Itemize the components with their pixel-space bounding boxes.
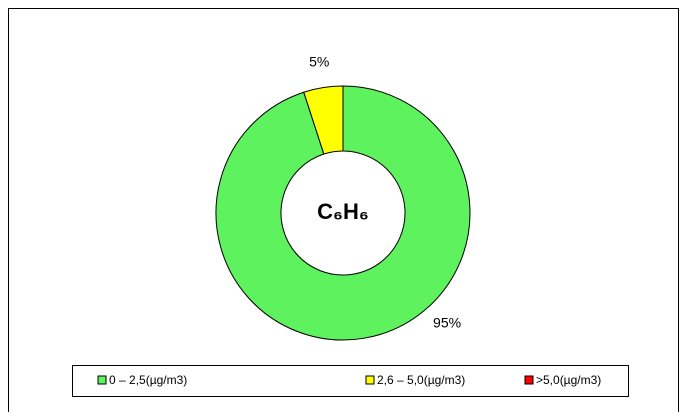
donut-slice xyxy=(303,85,344,155)
legend-label: >5,0(µg/m3) xyxy=(536,373,601,387)
data-label: 5% xyxy=(309,54,329,70)
data-label: 95% xyxy=(433,315,461,331)
legend-swatch xyxy=(97,375,107,385)
legend-swatch xyxy=(524,375,534,385)
legend-label: 2,6 – 5,0(µg/m3) xyxy=(377,373,465,387)
center-label: C₆H₆ xyxy=(317,199,369,224)
chart-frame xyxy=(8,8,679,417)
legend-label: 0 – 2,5(µg/m3) xyxy=(109,373,187,387)
donut-slice xyxy=(215,85,471,341)
legend-swatch xyxy=(365,375,375,385)
legend-box xyxy=(72,365,629,397)
